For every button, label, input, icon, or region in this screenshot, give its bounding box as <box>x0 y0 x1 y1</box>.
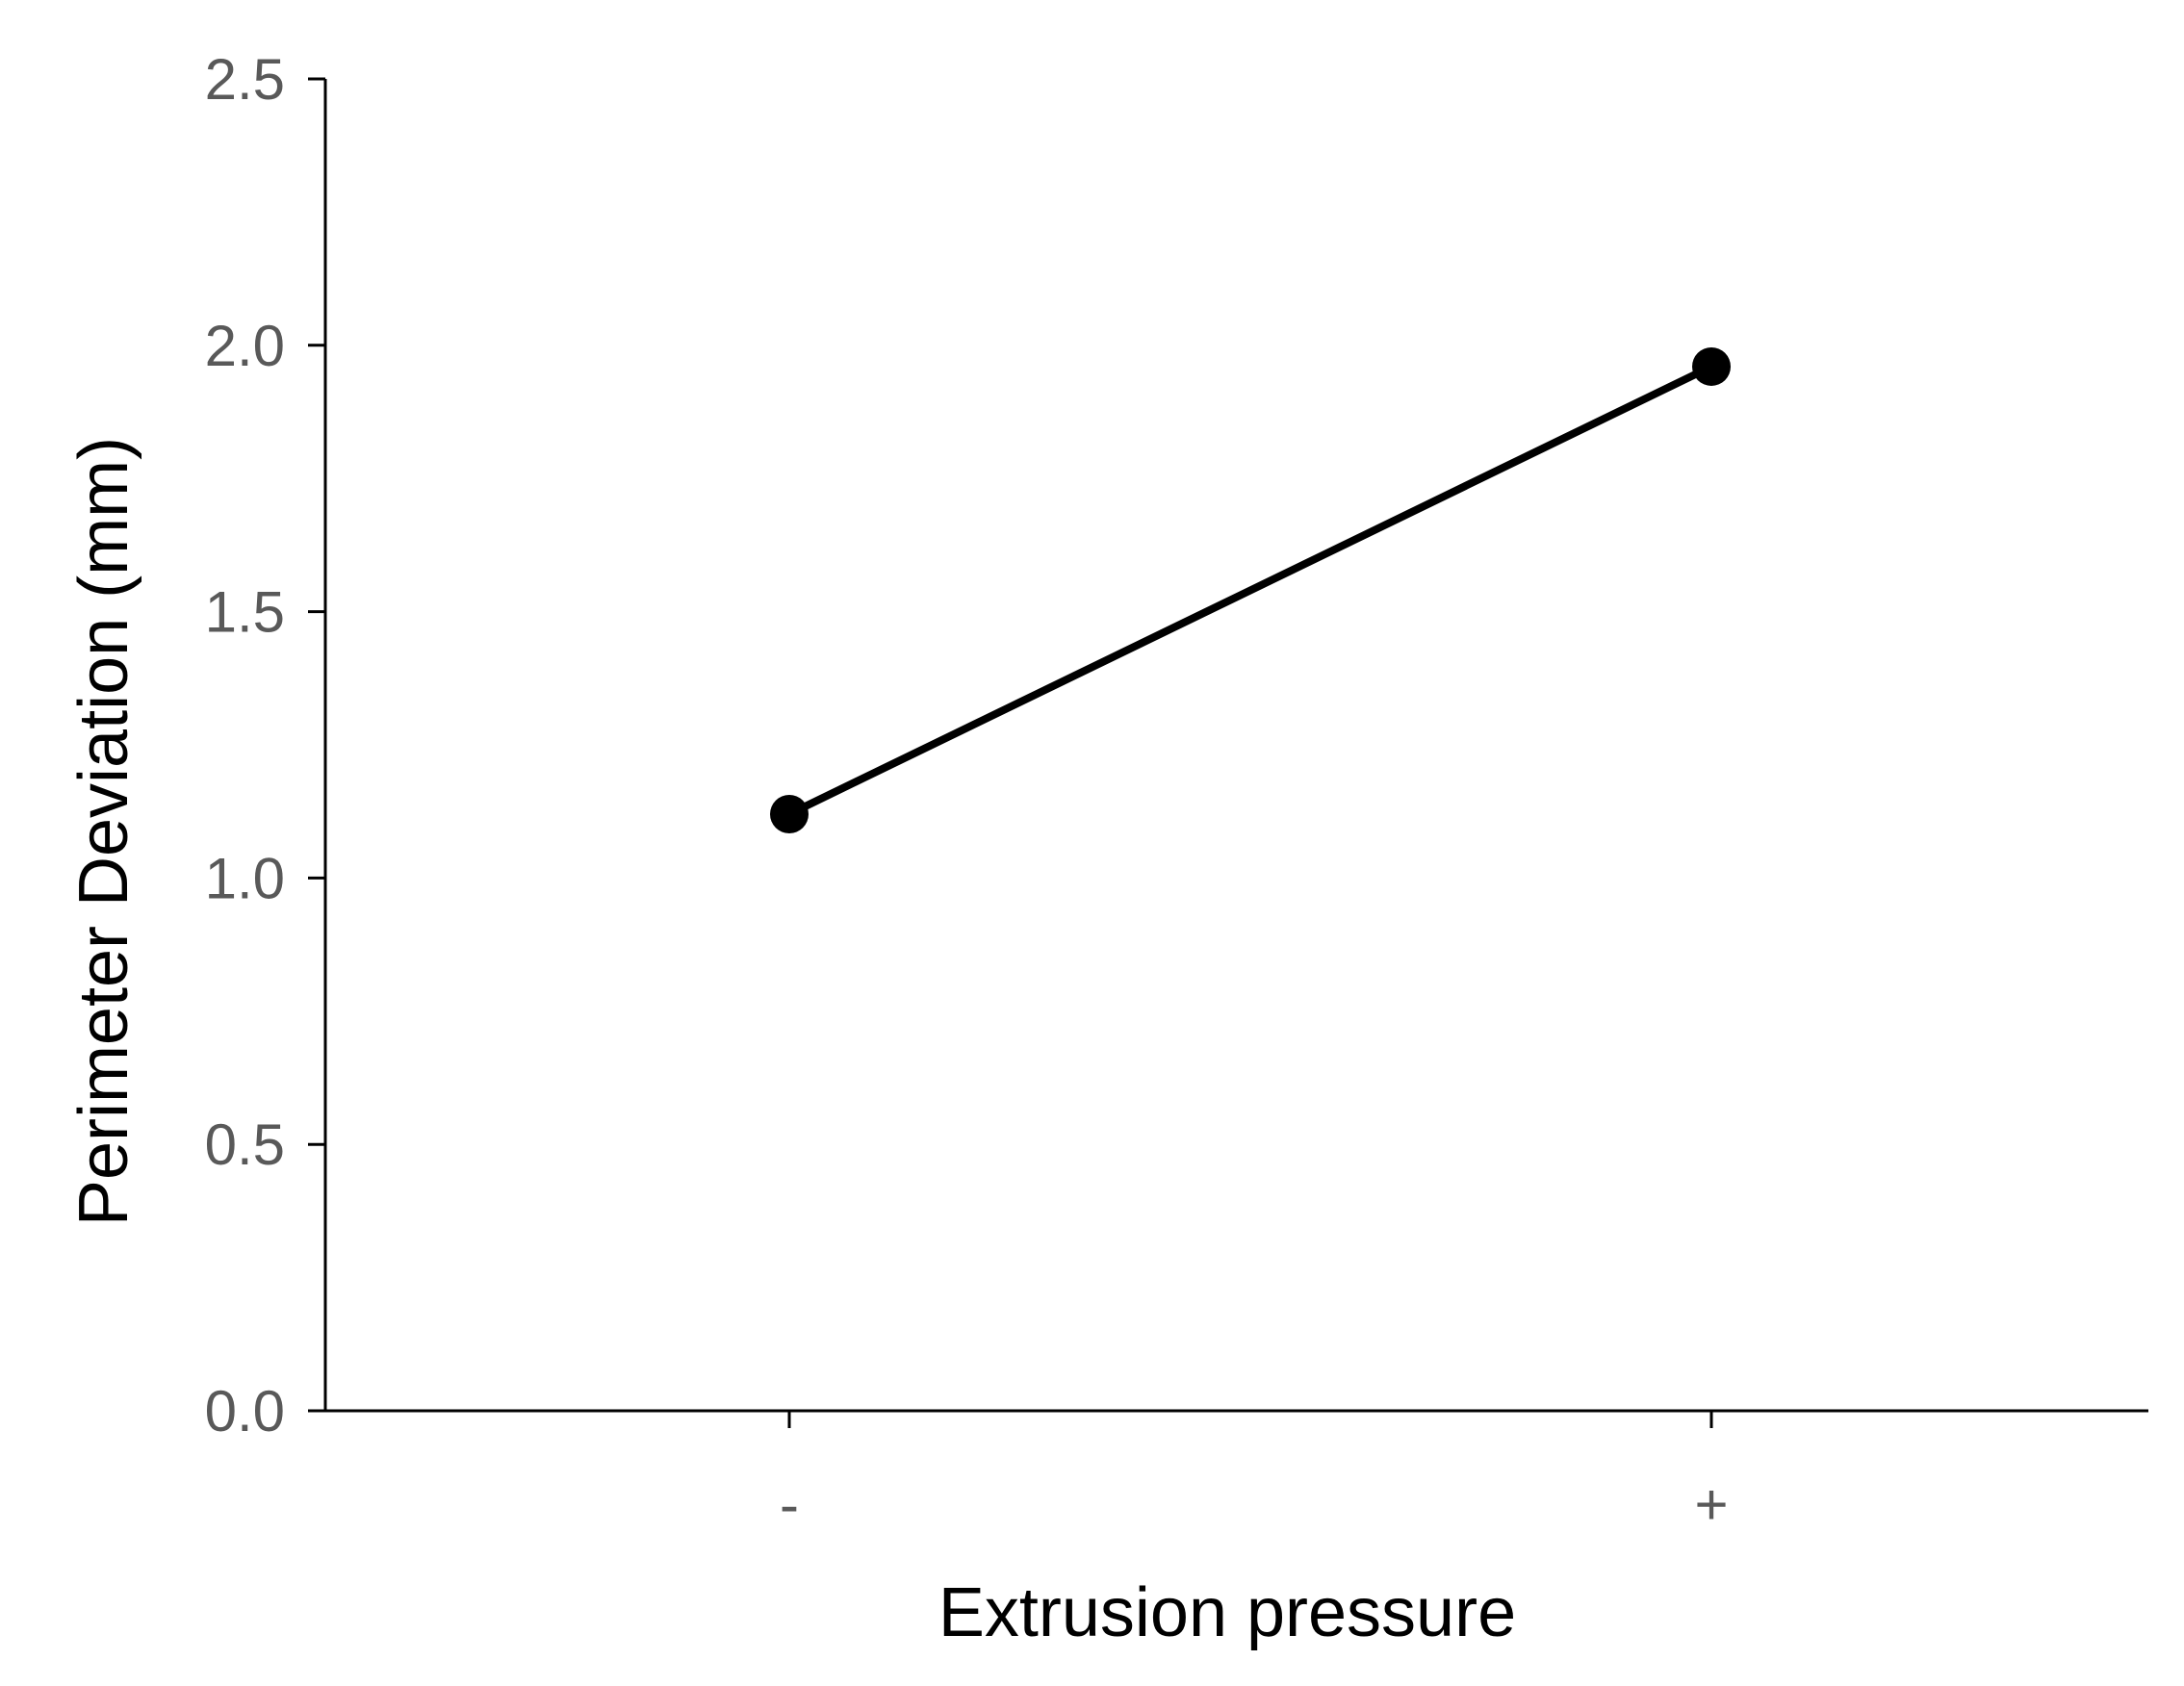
x-axis: - + <box>308 1409 2148 1537</box>
data-point <box>770 794 809 833</box>
x-tick-label: + <box>1694 1472 1728 1537</box>
y-tick-label: 2.5 <box>205 47 285 112</box>
y-tick-label: 1.5 <box>205 580 285 645</box>
x-axis-title: Extrusion pressure <box>938 1574 1516 1651</box>
x-tick-label: - <box>780 1472 799 1537</box>
y-axis-title: Perimeter Deviation (mm) <box>65 437 142 1226</box>
y-tick-label: 2.0 <box>205 314 285 378</box>
y-tick-label: 1.0 <box>205 846 285 910</box>
y-tick-label: 0.5 <box>205 1112 285 1177</box>
y-tick-label: 0.0 <box>205 1379 285 1443</box>
y-axis: 0.0 0.5 1.0 1.5 2.0 2.5 <box>205 47 327 1443</box>
series-line <box>787 363 1713 818</box>
data-point <box>1692 346 1731 386</box>
series-group <box>770 346 1731 833</box>
